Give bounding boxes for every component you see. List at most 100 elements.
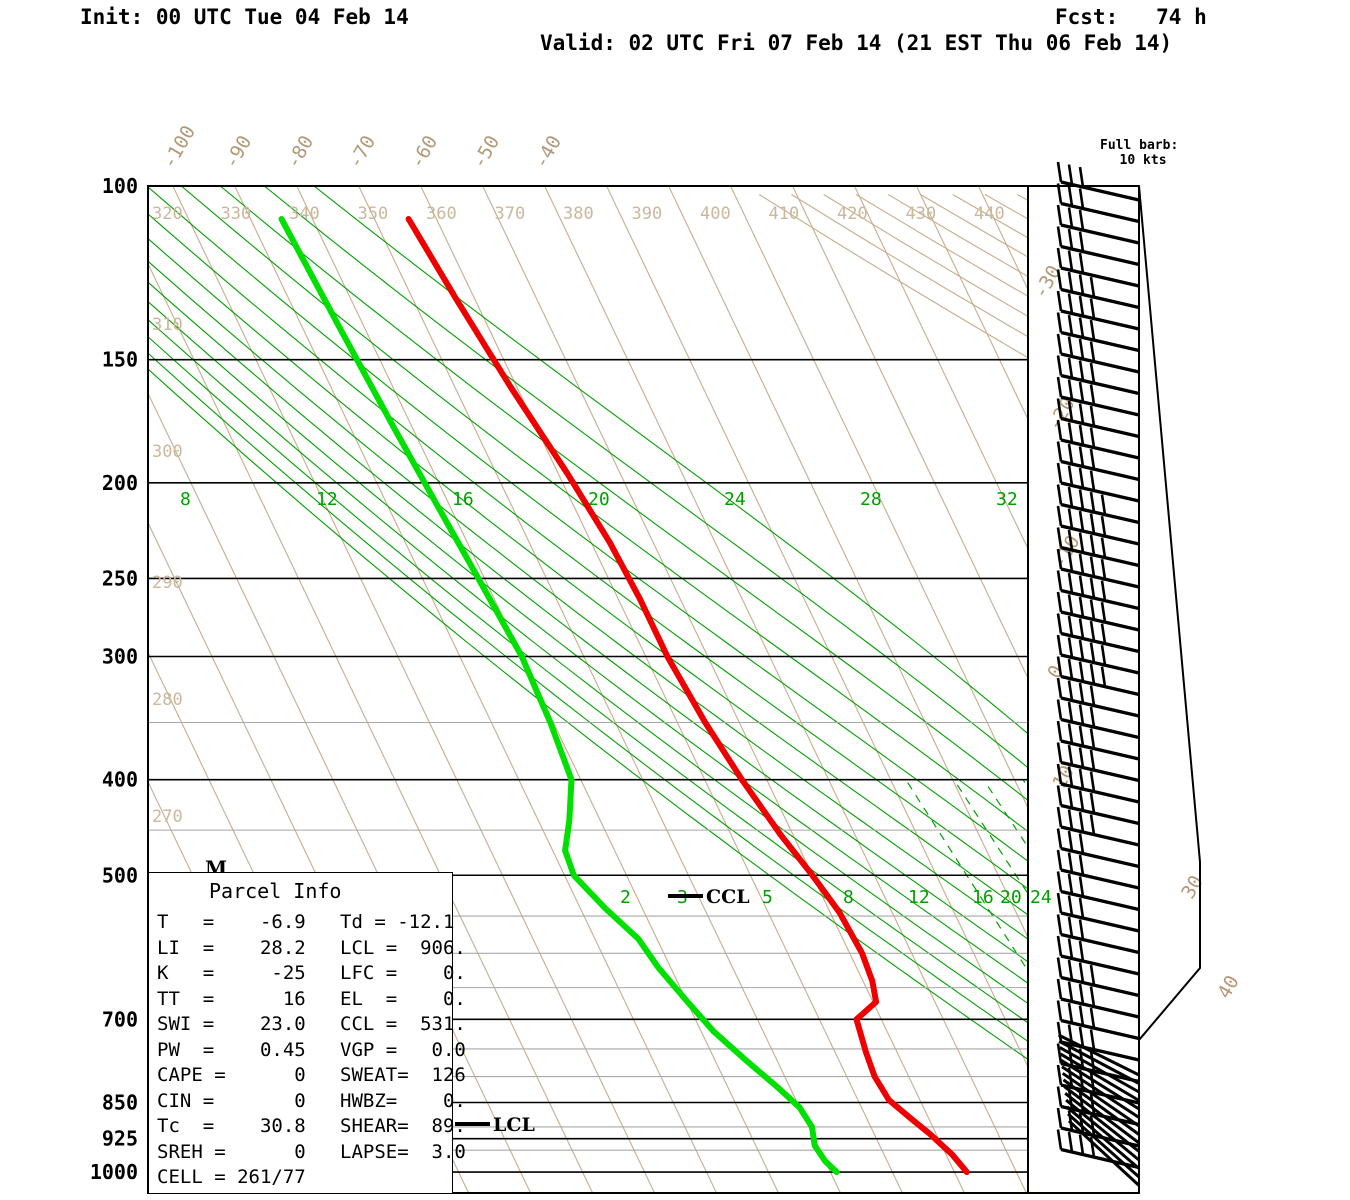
isotherm-line: [606, 186, 1028, 1069]
parcel-info-right: EL = 0.: [340, 987, 466, 1010]
dry-adiabat-line: [1179, 195, 1350, 1194]
wind-barb-surface: [1066, 1112, 1140, 1179]
wind-barb-surface: [1059, 1046, 1140, 1094]
wind-barb: [1056, 828, 1140, 869]
isotherm-line: [668, 186, 1028, 939]
temperature-trace: [405, 216, 970, 1176]
dry-adiabat-line: [1275, 195, 1350, 1194]
temperature-tick-label: -90: [220, 132, 256, 173]
parcel-info-left: Tc = 30.8: [157, 1115, 341, 1137]
isotherm-line: [482, 186, 965, 1193]
theta-label-left: 290: [152, 573, 183, 593]
dry-adiabat-line: [984, 194, 1028, 220]
moist-adiabat-label: 16: [452, 489, 474, 510]
theta-label-top: 440: [974, 204, 1005, 224]
isotherm-line: [172, 186, 656, 1193]
parcel-info-row: CAPE = 0 SWEAT= 126: [157, 1064, 466, 1086]
dry-adiabat-line: [1243, 195, 1350, 1194]
mixing-ratio-label: 24: [1030, 887, 1052, 908]
wind-barb: [1056, 312, 1140, 353]
wind-barb: [1056, 742, 1140, 783]
wind-barb-panel: [1028, 161, 1201, 1194]
mixing-ratio-label: 8: [843, 887, 854, 908]
moist-adiabat-label: 20: [588, 489, 610, 510]
lcl-marker-label: LCL: [493, 1114, 535, 1136]
pressure-tick-label: 250: [102, 566, 138, 590]
pressure-tick-label: 850: [102, 1091, 138, 1115]
wind-barb: [1056, 914, 1140, 955]
isotherm-line: [544, 186, 1027, 1193]
forecast-hour-label: Fcst: 74 h: [1055, 5, 1207, 29]
parcel-info-right: CCL = 531.: [340, 1013, 466, 1035]
wind-barb: [1056, 226, 1140, 267]
wind-barb: [1056, 183, 1140, 224]
parcel-info-title: Parcel Info: [209, 879, 342, 903]
dry-adiabat-line: [823, 194, 1028, 318]
theta-label-top: 430: [906, 204, 937, 224]
parcel-info-right: LCL = 906.: [340, 936, 466, 959]
wind-barb: [1056, 871, 1140, 912]
mixing-ratio-label: 5: [762, 887, 773, 908]
wind-barb: [1056, 161, 1140, 202]
parcel-info-box: Parcel Info T = -6.9 Td = -12.1 LI = 28.2…: [148, 872, 466, 1194]
parcel-info-left: SWI = 23.0: [157, 1013, 341, 1035]
parcel-info-right: HWBZ= 0.: [340, 1089, 466, 1112]
wind-barb: [1056, 290, 1140, 331]
dry-adiabat-line: [1082, 195, 1350, 1194]
wind-barb: [1056, 462, 1140, 503]
theta-label-left: 300: [152, 442, 183, 462]
wind-barb: [1056, 978, 1140, 1019]
moist-adiabat-line: [313, 186, 1028, 735]
wind-barb: [1056, 656, 1140, 697]
valid-time-label: Valid: 02 UTC Fri 07 Feb 14 (21 EST Thu …: [540, 31, 1173, 55]
dry-adiabat-line: [1340, 195, 1350, 1194]
parcel-info-left: TT = 16: [157, 987, 341, 1010]
mixing-ratio-label: 20: [1000, 887, 1022, 908]
parcel-info-left: T = -6.9: [157, 911, 341, 933]
pressure-tick-label: 400: [102, 768, 138, 792]
theta-label-top: 420: [837, 204, 868, 224]
parcel-info-right: SHEAR= 89.: [340, 1115, 466, 1137]
parcel-info-left: CIN = 0: [157, 1089, 341, 1112]
wind-barb: [1056, 247, 1140, 288]
temperature-tick-label: -60: [406, 132, 442, 173]
moist-adiabat-label: 32: [996, 489, 1018, 510]
mixing-ratio-line: [1183, 780, 1350, 1193]
wind-barb-surface: [1062, 1078, 1140, 1136]
temperature-tick-label: -70: [344, 132, 380, 173]
pressure-tick-label: 300: [102, 644, 138, 668]
isotherm-line: [420, 186, 903, 1193]
isotherm-line: [234, 186, 718, 1193]
wind-barb: [1056, 527, 1140, 568]
isotherm-line: [358, 186, 841, 1193]
parcel-info-row: T = -6.9 Td = -12.1: [157, 911, 454, 933]
wind-barb: [1056, 570, 1140, 611]
theta-label-top: 340: [289, 204, 320, 224]
parcel-info-right: SWEAT= 126: [340, 1064, 466, 1086]
dry-adiabat-line: [1114, 195, 1350, 1194]
parcel-info-right: LFC = 0.: [340, 962, 466, 984]
pressure-tick-label: 100: [102, 174, 138, 198]
theta-label-left: 270: [152, 807, 183, 827]
dry-adiabat-line: [758, 194, 1028, 359]
dry-adiabat-line: [952, 194, 1028, 239]
wind-barb: [1056, 376, 1140, 417]
pressure-tick-label: 200: [102, 471, 138, 495]
temperature-tick-label: -50: [468, 132, 504, 173]
wind-barb: [1056, 699, 1140, 740]
mixing-ratio-label: 2: [620, 887, 631, 908]
wind-barb-surface: [1065, 1098, 1140, 1162]
mixing-ratio-line: [1140, 780, 1350, 1193]
wind-barb-legend: Full barb: 10 kts: [1100, 138, 1179, 168]
isotherm-line: [915, 186, 1028, 421]
isotherm-line: [792, 186, 1028, 680]
wind-barb: [1056, 269, 1140, 310]
wind-barb: [1056, 441, 1140, 482]
wind-barb: [1056, 548, 1140, 589]
temperature-tick-label-right: 0: [1043, 662, 1068, 683]
wind-barb: [1056, 806, 1140, 847]
dry-adiabat-line: [1308, 195, 1350, 1194]
theta-label-top: 370: [495, 204, 526, 224]
dry-adiabat-line: [1050, 195, 1350, 1194]
parcel-info-row: SWI = 23.0 CCL = 531.: [157, 1013, 466, 1035]
